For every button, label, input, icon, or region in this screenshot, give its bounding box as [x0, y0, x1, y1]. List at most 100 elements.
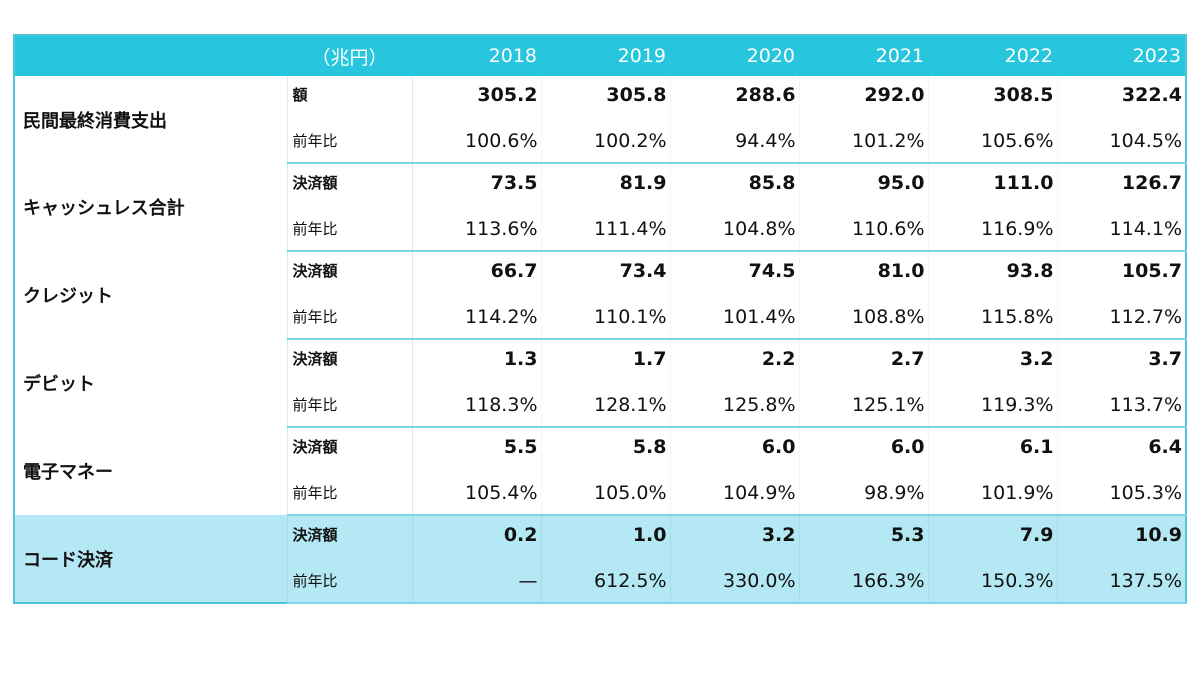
table-row-ratio: 前年比 105.4% 105.0% 104.9% 98.9% 101.9% 105.3%	[14, 471, 1187, 516]
table-body: 民間最終消費支出額 305.2 305.8 288.6 292.0 308.5 322.4 前…	[14, 76, 1187, 604]
metric-label-ratio: 前年比	[287, 559, 413, 604]
amount-cell: 73.4	[541, 251, 671, 295]
category-label: クレジット	[14, 251, 288, 339]
amount-cell: 5.3	[799, 515, 929, 559]
ratio-cell: 114.1%	[1057, 207, 1187, 252]
ratio-cell: 118.3%	[412, 383, 542, 428]
unit-label: （兆円）	[287, 35, 412, 76]
metric-label-ratio: 前年比	[287, 119, 413, 164]
table-row-ratio: 前年比 113.6% 111.4% 104.8% 110.6% 116.9% 114.1%	[14, 207, 1187, 252]
amount-cell: 2.7	[799, 339, 929, 383]
table-row-amount: キャッシュレス合計 決済額 73.5 81.9 85.8 95.0 111.0 126.7	[14, 163, 1187, 251]
metric-label-amount: 額	[287, 76, 413, 119]
ratio-cell: 98.9%	[799, 471, 929, 516]
metric-label-ratio: 前年比	[287, 471, 413, 516]
ratio-cell: 105.6%	[928, 119, 1058, 164]
amount-cell: 0.2	[412, 515, 542, 559]
header-row: （兆円） 2018 2019 2020 2021 2022 2023	[14, 35, 1186, 76]
amount-cell: 81.0	[799, 251, 929, 295]
ratio-cell: 114.2%	[412, 295, 542, 340]
ratio-cell: 105.0%	[541, 471, 671, 516]
amount-cell: 6.4	[1057, 427, 1187, 471]
amount-cell: 105.7	[1057, 251, 1187, 295]
table-row-amount: クレジット 決済額 66.7 73.4 74.5 81.0 93.8 105.7	[14, 251, 1187, 339]
table-row-amount: 民間最終消費支出額 305.2 305.8 288.6 292.0 308.5 322.4	[14, 76, 1187, 163]
ratio-cell: 128.1%	[541, 383, 671, 428]
table-row-ratio: 前年比 118.3% 128.1% 125.8% 125.1% 119.3% 113.7%	[14, 383, 1187, 428]
category-label: デビット	[14, 339, 288, 427]
table-row-ratio: 前年比 —612.5% 330.0% 166.3% 150.3% 137.5%	[14, 559, 1187, 604]
category-label: 民間最終消費支出	[14, 76, 288, 163]
ratio-cell: 166.3%	[799, 559, 929, 604]
amount-cell: 3.7	[1057, 339, 1187, 383]
table-row-amount: コード決済 決済額 0.2 1.0 3.2 5.3 7.9 10.9	[14, 515, 1187, 603]
amount-cell: 10.9	[1057, 515, 1187, 559]
amount-cell: 2.2	[670, 339, 800, 383]
metric-label-ratio: 前年比	[287, 383, 413, 428]
ratio-cell: 119.3%	[928, 383, 1058, 428]
amount-cell: 1.0	[541, 515, 671, 559]
metric-label-amount: 決済額	[287, 427, 413, 471]
ratio-cell: 104.5%	[1057, 119, 1187, 164]
amount-cell: 3.2	[928, 339, 1058, 383]
ratio-cell: 111.4%	[541, 207, 671, 252]
amount-cell: 1.7	[541, 339, 671, 383]
amount-cell: 292.0	[799, 76, 929, 119]
amount-cell: 93.8	[928, 251, 1058, 295]
year-header: 2023	[1057, 35, 1186, 76]
ratio-cell: 125.8%	[670, 383, 800, 428]
year-header: 2018	[412, 35, 541, 76]
amount-cell: 305.2	[412, 76, 542, 119]
table-row-amount: 電子マネー 決済額 5.5 5.8 6.0 6.0 6.1 6.4	[14, 427, 1187, 515]
year-header: 2019	[541, 35, 670, 76]
header-blank-cell	[14, 35, 287, 76]
ratio-cell: 94.4%	[670, 119, 800, 164]
ratio-cell: 101.9%	[928, 471, 1058, 516]
ratio-cell: 110.6%	[799, 207, 929, 252]
ratio-cell: 113.7%	[1057, 383, 1187, 428]
ratio-cell: 104.8%	[670, 207, 800, 252]
ratio-cell: 105.4%	[412, 471, 542, 516]
ratio-cell: 100.2%	[541, 119, 671, 164]
ratio-cell: 104.9%	[670, 471, 800, 516]
amount-cell: 6.0	[799, 427, 929, 471]
ratio-cell: 101.4%	[670, 295, 800, 340]
ratio-cell: 115.8%	[928, 295, 1058, 340]
metric-label-amount: 決済額	[287, 339, 413, 383]
category-label: キャッシュレス合計	[14, 163, 288, 251]
category-label: コード決済	[14, 515, 288, 603]
ratio-cell: 125.1%	[799, 383, 929, 428]
ratio-cell: 150.3%	[928, 559, 1058, 604]
ratio-cell: 612.5%	[541, 559, 671, 604]
amount-cell: 66.7	[412, 251, 542, 295]
ratio-cell: 330.0%	[670, 559, 800, 604]
ratio-cell: 105.3%	[1057, 471, 1187, 516]
cashless-payment-table: （兆円） 2018 2019 2020 2021 2022 2023 民間最終消…	[13, 34, 1187, 604]
metric-label-ratio: 前年比	[287, 295, 413, 340]
ratio-cell: 110.1%	[541, 295, 671, 340]
year-header: 2021	[799, 35, 928, 76]
amount-cell: 1.3	[412, 339, 542, 383]
ratio-cell: 137.5%	[1057, 559, 1187, 604]
table-row-ratio: 前年比 114.2% 110.1% 101.4% 108.8% 115.8% 112.7%	[14, 295, 1187, 340]
metric-label-amount: 決済額	[287, 251, 413, 295]
ratio-cell: —	[412, 559, 542, 604]
table-row-amount: デビット 決済額 1.3 1.7 2.2 2.7 3.2 3.7	[14, 339, 1187, 427]
amount-cell: 126.7	[1057, 163, 1187, 207]
ratio-cell: 100.6%	[412, 119, 542, 164]
amount-cell: 111.0	[928, 163, 1058, 207]
amount-cell: 5.8	[541, 427, 671, 471]
ratio-cell: 116.9%	[928, 207, 1058, 252]
amount-cell: 308.5	[928, 76, 1058, 119]
amount-cell: 305.8	[541, 76, 671, 119]
amount-cell: 95.0	[799, 163, 929, 207]
metric-label-ratio: 前年比	[287, 207, 413, 252]
ratio-cell: 113.6%	[412, 207, 542, 252]
amount-cell: 81.9	[541, 163, 671, 207]
year-header: 2022	[928, 35, 1057, 76]
amount-cell: 74.5	[670, 251, 800, 295]
year-header: 2020	[670, 35, 799, 76]
amount-cell: 288.6	[670, 76, 800, 119]
amount-cell: 322.4	[1057, 76, 1187, 119]
ratio-cell: 101.2%	[799, 119, 929, 164]
